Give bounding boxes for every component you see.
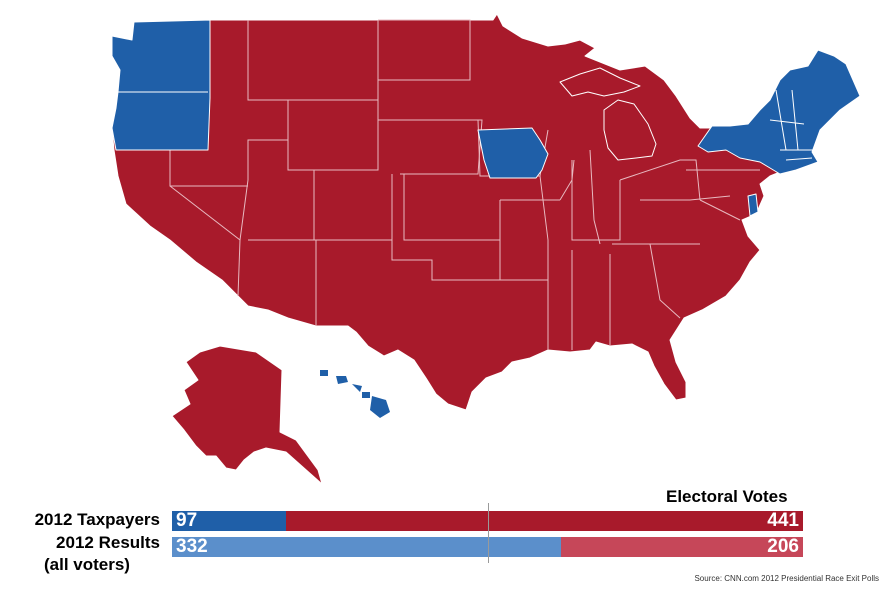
taxpayers-dem-value: 97 (176, 510, 198, 531)
taxpayers-rep-value: 441 (767, 510, 799, 531)
washington-oregon (111, 19, 211, 151)
results-rep-value: 206 (767, 536, 799, 557)
michigan-up (559, 67, 641, 97)
results-dem-segment: 332 (172, 536, 562, 557)
results-dem-value: 332 (176, 536, 208, 557)
new-york-new-england (697, 49, 861, 175)
results-row-sublabel: (all voters) (44, 555, 130, 574)
delaware (747, 193, 759, 217)
red-states (111, 13, 781, 485)
us-electoral-map (111, 13, 861, 485)
taxpayers-rep-segment: 441 (285, 510, 803, 531)
taxpayers-row-label: 2012 Taxpayers (34, 510, 160, 529)
michigan-lp (603, 99, 657, 161)
hawaii (320, 370, 390, 418)
results-rep-segment: 206 (561, 536, 803, 557)
results-row-label: 2012 Results (56, 533, 160, 552)
iowa (477, 127, 549, 179)
source-note: Source: CNN.com 2012 Presidential Race E… (694, 574, 879, 583)
results-bar: 332 206 (172, 536, 803, 557)
electoral-votes-header: Electoral Votes (666, 487, 788, 506)
blue-states (111, 19, 861, 418)
alaska (171, 345, 323, 485)
taxpayers-dem-segment: 97 (172, 510, 286, 531)
taxpayers-bar: 97 441 (172, 510, 803, 531)
majority-divider-line (488, 503, 489, 563)
